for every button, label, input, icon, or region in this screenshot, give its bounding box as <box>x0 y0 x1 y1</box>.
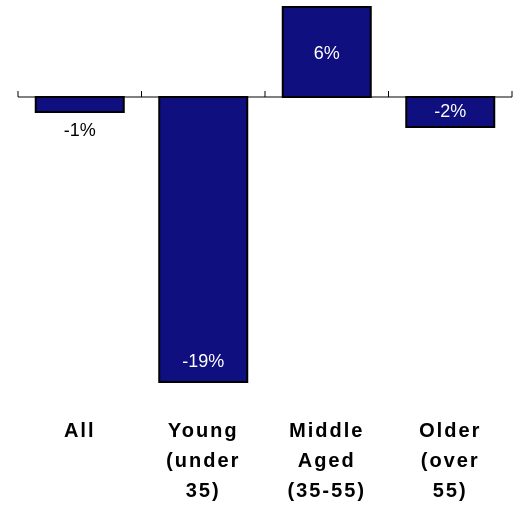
category-label-2-line-2: (35-55) <box>288 480 366 502</box>
category-label-2-line-0: Middle <box>289 420 364 442</box>
value-label-2: 6% <box>314 43 340 63</box>
value-label-3: -2% <box>434 101 466 121</box>
category-labels-group: All Young (under 35) Middle Aged (35-55) Older (… <box>64 420 481 502</box>
bar-0 <box>34 96 125 113</box>
category-label-1-line-2: 35) <box>186 480 221 502</box>
category-label-3-line-1: (over <box>421 450 480 472</box>
value-label-1: -19% <box>182 351 224 371</box>
category-label-0-line-0: All <box>64 420 96 442</box>
value-labels-group: -1% -19% 6% -2% <box>64 43 467 371</box>
category-label-3-line-0: Older <box>419 420 481 442</box>
bar-1 <box>158 96 249 383</box>
value-label-0: -1% <box>64 120 96 140</box>
axis-group <box>17 91 513 98</box>
category-label-1-line-0: Young <box>168 420 239 442</box>
category-label-2-line-1: Aged <box>298 450 356 472</box>
bars-group <box>34 6 496 383</box>
category-label-3-line-2: 55) <box>433 480 468 502</box>
category-label-1-line-1: (under <box>166 450 240 472</box>
bar-3 <box>405 96 496 128</box>
bar-2 <box>281 6 372 98</box>
